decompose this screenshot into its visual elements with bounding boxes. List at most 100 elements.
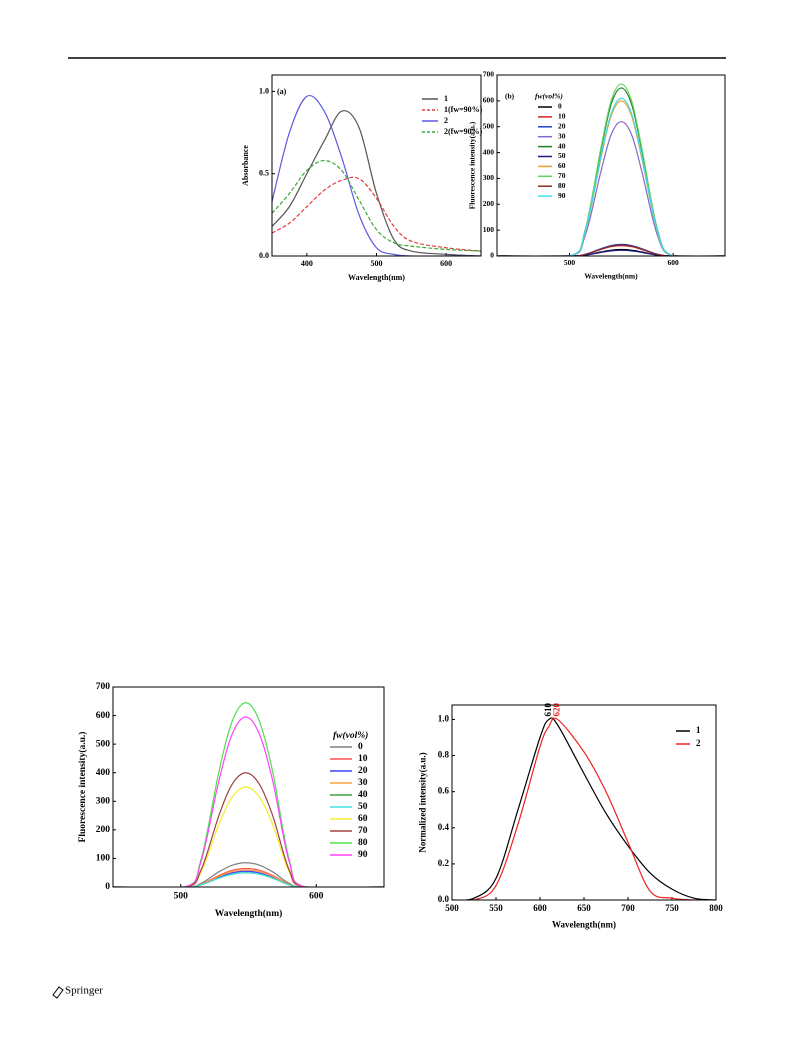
legend-label: 30 bbox=[358, 778, 368, 788]
legend-label: 20 bbox=[558, 122, 566, 131]
curve bbox=[272, 176, 481, 252]
legend-label: 50 bbox=[358, 802, 368, 812]
peak-annotation: 620 bbox=[552, 702, 562, 716]
y-tick-label: 1.0 bbox=[438, 714, 450, 724]
plot-frame bbox=[271, 74, 482, 257]
publisher: Springer bbox=[65, 985, 103, 997]
legend-label: 2 bbox=[444, 116, 448, 125]
y-tick-label: 400 bbox=[96, 768, 111, 778]
y-tick-label: 0.5 bbox=[259, 169, 269, 178]
legend-label: 2(fw=90%) bbox=[444, 127, 483, 136]
x-tick-label: 500 bbox=[174, 892, 189, 902]
legend-label: 80 bbox=[358, 838, 368, 848]
x-tick-label: 600 bbox=[668, 258, 680, 267]
plot-frame bbox=[112, 686, 385, 888]
x-tick-label: 700 bbox=[621, 903, 635, 913]
y-tick-label: 200 bbox=[483, 199, 495, 208]
chart: 500 6000100200300400500600700010203040506… bbox=[77, 682, 385, 919]
legend-label: 1 bbox=[444, 94, 448, 103]
plot-frame bbox=[496, 74, 726, 257]
legend-label: 60 bbox=[358, 814, 368, 824]
legend-label: 90 bbox=[358, 850, 368, 860]
legend-label: 2 bbox=[696, 738, 701, 748]
chart: 500 6000100200300400500600700010203040506… bbox=[468, 70, 726, 281]
peak-annotation: 610 bbox=[543, 702, 553, 716]
curve bbox=[497, 120, 725, 256]
y-tick-label: 100 bbox=[96, 854, 111, 864]
legend-label: 0 bbox=[358, 742, 363, 752]
curve bbox=[497, 83, 725, 256]
curve bbox=[113, 872, 384, 887]
y-tick-label: 500 bbox=[483, 121, 495, 130]
curve bbox=[497, 249, 725, 256]
curve bbox=[113, 872, 384, 887]
y-tick-label: 0.4 bbox=[438, 822, 450, 832]
y-tick-label: 0 bbox=[490, 251, 494, 260]
y-tick-label: 0.0 bbox=[259, 251, 269, 260]
y-axis-label: Fluorescence intensity(a.u.) bbox=[77, 732, 88, 843]
legend-label: 30 bbox=[558, 131, 566, 140]
plot-frame bbox=[451, 704, 717, 901]
y-tick-label: 0.8 bbox=[438, 750, 450, 760]
y-tick-label: 600 bbox=[483, 96, 495, 105]
y-tick-label: 300 bbox=[483, 173, 495, 182]
y-tick-label: 1.0 bbox=[259, 86, 269, 95]
curve bbox=[452, 717, 716, 900]
springer-logo bbox=[52, 986, 64, 999]
panel-label: (a) bbox=[277, 87, 287, 96]
legend-label: 70 bbox=[558, 171, 566, 180]
curve bbox=[272, 94, 481, 256]
legend-title: fw(vol%) bbox=[535, 92, 563, 101]
x-tick-label: 650 bbox=[577, 903, 591, 913]
x-axis-label: Wavelength(nm) bbox=[584, 272, 638, 281]
legend-label: 80 bbox=[558, 181, 566, 190]
curve bbox=[497, 244, 725, 256]
y-tick-label: 700 bbox=[483, 70, 495, 79]
x-tick-label: 550 bbox=[489, 903, 503, 913]
y-tick-label: 300 bbox=[96, 796, 111, 806]
legend-label: 70 bbox=[358, 826, 368, 836]
x-axis-label: Wavelength(nm) bbox=[552, 919, 616, 929]
chart: 500 550 600 650 700 750 800 0.0 0.2 0.4 0.6 0.8 1.0 1… bbox=[417, 702, 723, 929]
x-tick-label: 500 bbox=[371, 259, 383, 268]
legend-label: 10 bbox=[558, 112, 566, 121]
legend-label: 40 bbox=[558, 141, 566, 150]
curve bbox=[452, 717, 716, 900]
legend-title: fw(vol%) bbox=[333, 730, 368, 741]
curve bbox=[113, 716, 384, 887]
x-axis-label: Wavelength(nm) bbox=[348, 273, 405, 282]
y-tick-label: 200 bbox=[96, 825, 111, 835]
y-axis-label: Fluorescence intensity(a.u.) bbox=[468, 121, 477, 209]
curve bbox=[113, 870, 384, 887]
legend-label: 50 bbox=[558, 151, 566, 160]
y-tick-label: 0.2 bbox=[438, 858, 450, 868]
y-tick-label: 700 bbox=[96, 682, 111, 692]
curve bbox=[113, 772, 384, 887]
y-axis-label: Normalized intensity(a.u.) bbox=[417, 752, 427, 852]
legend-label: 90 bbox=[558, 191, 566, 200]
x-tick-label: 750 bbox=[665, 903, 679, 913]
y-axis-label: Absorbance bbox=[241, 145, 250, 186]
y-tick-label: 0.0 bbox=[438, 894, 450, 904]
x-tick-label: 800 bbox=[709, 903, 723, 913]
y-tick-label: 0 bbox=[105, 882, 110, 892]
legend-label: 1 bbox=[696, 725, 701, 735]
legend-label: 1(fw=90%) bbox=[444, 105, 483, 114]
y-tick-label: 400 bbox=[483, 147, 495, 156]
x-tick-label: 600 bbox=[533, 903, 547, 913]
curve bbox=[272, 159, 481, 252]
legend-label: 40 bbox=[358, 790, 368, 800]
curve bbox=[497, 97, 725, 256]
legend-label: 20 bbox=[358, 766, 368, 776]
curve bbox=[272, 110, 481, 256]
x-tick-label: 400 bbox=[301, 259, 313, 268]
curve bbox=[497, 100, 725, 256]
y-tick-label: 500 bbox=[96, 739, 111, 749]
x-tick-label: 500 bbox=[564, 258, 576, 267]
curve bbox=[113, 862, 384, 887]
legend-label: 0 bbox=[558, 102, 562, 111]
panel-label: (b) bbox=[505, 92, 515, 101]
x-tick-label: 500 bbox=[445, 903, 459, 913]
y-tick-label: 600 bbox=[96, 711, 111, 721]
y-tick-label: 100 bbox=[483, 225, 495, 234]
